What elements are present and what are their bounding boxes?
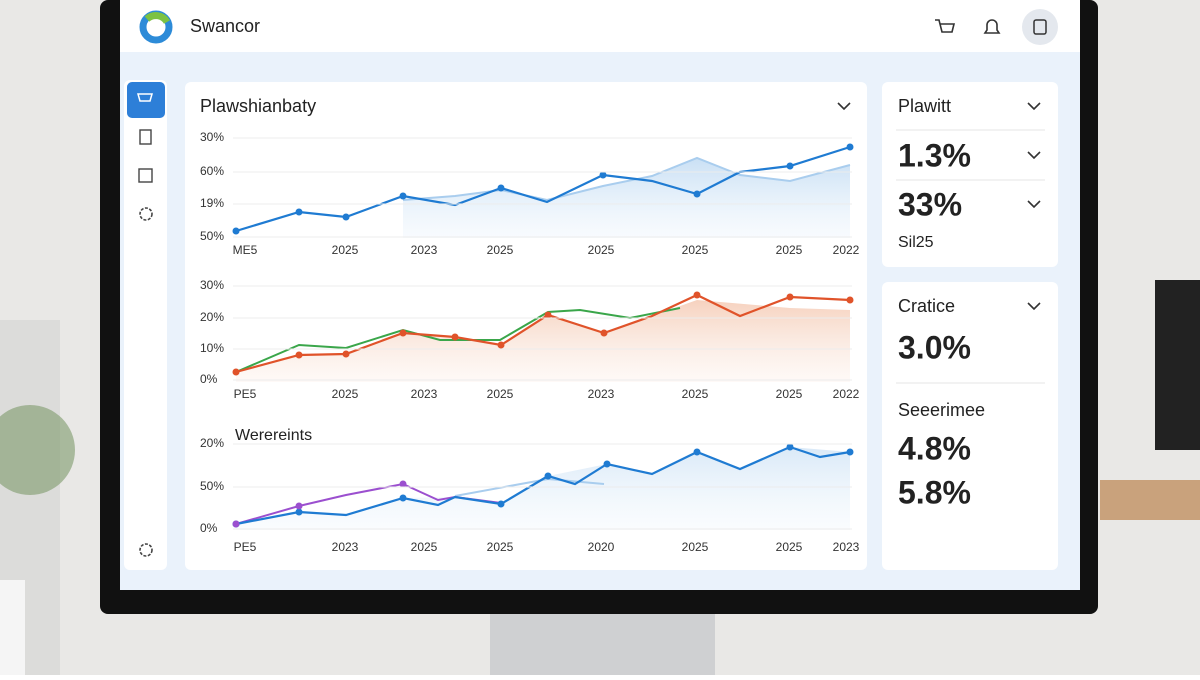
chevron[interactable]	[837, 102, 851, 111]
points-secondary	[232, 480, 407, 528]
nav-icon	[137, 93, 153, 102]
x-tick-label: 2025	[682, 540, 709, 554]
area	[403, 158, 850, 238]
desk	[1100, 480, 1200, 520]
side-subtitle: Seeerimee	[898, 400, 985, 420]
x-tick-label: 2023	[588, 387, 615, 401]
plant	[0, 405, 75, 495]
x-tick-label: 2025	[682, 243, 709, 257]
side-value: 4.8%	[898, 430, 971, 466]
x-tick-label: PE5	[234, 540, 257, 554]
nav-doc[interactable]	[139, 129, 152, 145]
nav-settings-bottom[interactable]	[139, 543, 153, 557]
top-bar	[120, 0, 1080, 52]
line-secondary	[402, 156, 851, 202]
y-tick-label: 50%	[200, 229, 224, 243]
x-tick-label: 2023	[833, 540, 860, 554]
y-tick-label: 19%	[200, 196, 224, 210]
x-tick-label: 2020	[588, 540, 615, 554]
y-tick-label: 0%	[200, 372, 218, 386]
x-tick-label: 2022	[833, 243, 860, 257]
x-tick-label: 2025	[588, 243, 615, 257]
side-value: 33%	[898, 186, 962, 222]
x-tick-label: 2025	[487, 243, 514, 257]
x-tick-label: 2025	[776, 387, 803, 401]
sidebar	[124, 80, 167, 570]
x-tick-label: 2025	[487, 387, 514, 401]
y-tick-label: 20%	[200, 436, 224, 450]
side-note: Sil25	[898, 234, 934, 251]
y-tick-label: 20%	[200, 310, 224, 324]
cart-icon[interactable]	[935, 19, 956, 33]
brand: Swancor	[190, 16, 260, 36]
x-tick-label: 2025	[776, 540, 803, 554]
x-tick-label: 2023	[332, 540, 359, 554]
y-tick-label: 50%	[200, 479, 224, 493]
nav-list[interactable]	[138, 168, 153, 183]
axes: 30% 60% 19% 50% ME5 2025 2023 2025 2025 2025 2025 2…	[200, 130, 860, 554]
side-title: Cratice	[898, 296, 955, 316]
y-tick-label: 10%	[200, 341, 224, 355]
line	[235, 445, 851, 526]
x-tick-label: 2023	[411, 387, 438, 401]
x-tick-label: 2022	[833, 387, 860, 401]
x-tick-label: ME5	[233, 243, 258, 257]
y-tick-label: 30%	[200, 130, 224, 144]
nav-settings[interactable]	[139, 207, 153, 221]
side-value: 1.3%	[898, 137, 971, 173]
area	[236, 300, 850, 382]
side-value: 5.8%	[898, 474, 971, 510]
area	[236, 447, 850, 530]
bag-icon	[1033, 19, 1047, 35]
x-tick-label: 2023	[411, 243, 438, 257]
logo-accent	[144, 12, 171, 25]
chevrons[interactable]	[1027, 102, 1041, 311]
y-tick-label: 0%	[200, 521, 218, 535]
nav-active[interactable]	[127, 82, 165, 118]
y-tick-label: 60%	[200, 164, 224, 178]
points	[232, 143, 854, 235]
points	[232, 291, 854, 376]
side-value: 3.0%	[898, 329, 971, 365]
side-title: Plawitt	[898, 96, 951, 116]
other-monitor	[1155, 280, 1200, 450]
monitor-stand	[490, 612, 715, 675]
chart-title: Werereints	[235, 427, 312, 444]
bell-icon[interactable]	[983, 19, 1001, 34]
side-card	[882, 282, 1058, 570]
x-tick-label: 2025	[411, 540, 438, 554]
x-tick-label: PE5	[234, 387, 257, 401]
card-title: Plawshianbaty	[200, 96, 316, 116]
x-tick-label: 2025	[332, 243, 359, 257]
x-tick-label: 2025	[487, 540, 514, 554]
pot	[0, 580, 25, 675]
user-button[interactable]	[1022, 9, 1058, 45]
y-tick-label: 30%	[200, 278, 224, 292]
x-tick-label: 2025	[332, 387, 359, 401]
x-tick-label: 2025	[776, 243, 803, 257]
side-card	[882, 82, 1058, 267]
x-tick-label: 2025	[682, 387, 709, 401]
